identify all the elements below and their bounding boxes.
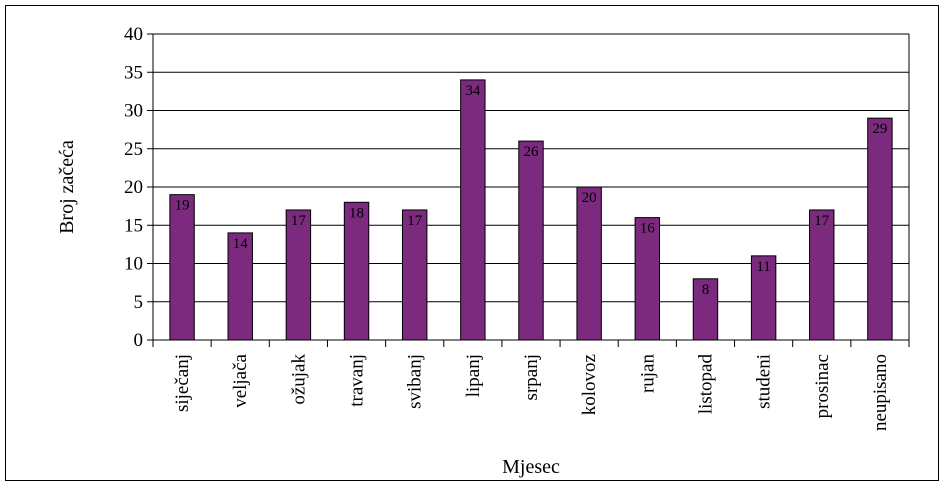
data-label: 17 bbox=[814, 213, 830, 229]
y-tick-label: 35 bbox=[124, 62, 143, 83]
x-tick-label: ožujak bbox=[288, 354, 309, 405]
bar bbox=[343, 201, 370, 341]
y-tick-label: 40 bbox=[124, 24, 143, 45]
bar bbox=[867, 117, 893, 341]
data-label: 14 bbox=[233, 236, 249, 252]
data-label: 20 bbox=[582, 190, 597, 206]
x-axis-title: Mjesec bbox=[502, 456, 560, 478]
bar bbox=[169, 194, 195, 341]
data-labels: 19 14 17 18 17 34 26 20 16 8 11 17 29 bbox=[175, 83, 888, 298]
data-label: 11 bbox=[756, 259, 770, 275]
data-label: 26 bbox=[524, 144, 540, 160]
y-tick-label: 10 bbox=[124, 254, 143, 275]
data-label: 34 bbox=[465, 83, 481, 99]
data-label: 16 bbox=[640, 221, 656, 237]
y-tick-label: 15 bbox=[124, 215, 143, 236]
x-tick-label: travanj bbox=[347, 354, 368, 407]
y-tick-label: 25 bbox=[124, 139, 143, 160]
y-tick-label: 0 bbox=[134, 330, 144, 351]
bars bbox=[169, 79, 893, 341]
data-label: 29 bbox=[872, 121, 887, 137]
y-tick-label: 30 bbox=[124, 101, 143, 122]
x-tick-label: prosinac bbox=[812, 354, 833, 418]
y-tick-label: 20 bbox=[124, 177, 143, 198]
x-tick-label: neupisano bbox=[870, 354, 891, 431]
x-tick-label: veljača bbox=[230, 353, 251, 407]
data-label: 17 bbox=[291, 213, 307, 229]
y-tick-label: 5 bbox=[134, 292, 144, 313]
bar bbox=[460, 79, 486, 341]
x-tick-label: rujan bbox=[637, 354, 658, 394]
bar bbox=[518, 140, 544, 341]
bar bbox=[401, 209, 428, 341]
x-tick-label: siječanj bbox=[172, 354, 193, 412]
x-tick-label: srpanj bbox=[521, 354, 542, 400]
x-tick-label: lipanj bbox=[463, 354, 484, 397]
bar-chart: 0 5 10 15 20 25 30 35 40 siječanj veljača ožujak tr… bbox=[56, 24, 910, 478]
data-label: 18 bbox=[349, 205, 364, 221]
y-tick-labels: 0 5 10 15 20 25 30 35 40 bbox=[124, 24, 143, 351]
data-label: 8 bbox=[702, 282, 710, 298]
bar bbox=[227, 232, 253, 341]
bar bbox=[809, 209, 835, 341]
axes bbox=[147, 33, 910, 347]
data-label: 17 bbox=[407, 213, 423, 229]
x-tick-label: studeni bbox=[754, 354, 775, 409]
chart-frame: 0 5 10 15 20 25 30 35 40 siječanj veljača ožujak tr… bbox=[5, 5, 939, 481]
data-label: 19 bbox=[175, 198, 190, 214]
x-tick-label: svibanj bbox=[405, 354, 426, 409]
x-tick-label: kolovoz bbox=[579, 354, 600, 415]
x-tick-labels: siječanj veljača ožujak travanj svibanj lipan… bbox=[172, 353, 891, 431]
bar bbox=[576, 186, 602, 341]
x-tick-label: listopad bbox=[695, 354, 716, 415]
y-axis-title: Broj začeća bbox=[56, 140, 78, 234]
bar bbox=[285, 209, 312, 341]
